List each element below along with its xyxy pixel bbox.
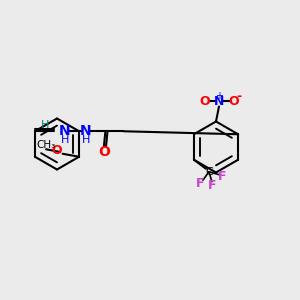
Text: C: C xyxy=(205,167,213,177)
Text: H: H xyxy=(82,135,90,145)
Text: N: N xyxy=(214,94,224,108)
Text: H: H xyxy=(40,120,49,130)
Text: O: O xyxy=(229,94,239,108)
Text: N: N xyxy=(59,124,71,138)
Text: F: F xyxy=(218,170,227,183)
Text: F: F xyxy=(208,179,216,192)
Text: F: F xyxy=(196,177,204,190)
Text: N: N xyxy=(80,124,92,138)
Text: CH₃: CH₃ xyxy=(37,140,56,150)
Text: -: - xyxy=(236,90,242,103)
Text: +: + xyxy=(215,91,223,101)
Text: O: O xyxy=(200,94,210,108)
Text: H: H xyxy=(61,135,69,145)
Text: O: O xyxy=(52,144,62,157)
Text: O: O xyxy=(98,145,110,159)
